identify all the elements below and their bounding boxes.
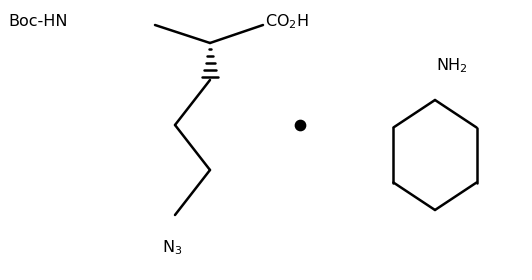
Point xyxy=(296,123,304,127)
Text: CO$_2$H: CO$_2$H xyxy=(265,13,309,31)
Text: N$_3$: N$_3$ xyxy=(162,238,182,257)
Text: NH$_2$: NH$_2$ xyxy=(436,56,468,75)
Text: Boc-HN: Boc-HN xyxy=(8,15,68,29)
